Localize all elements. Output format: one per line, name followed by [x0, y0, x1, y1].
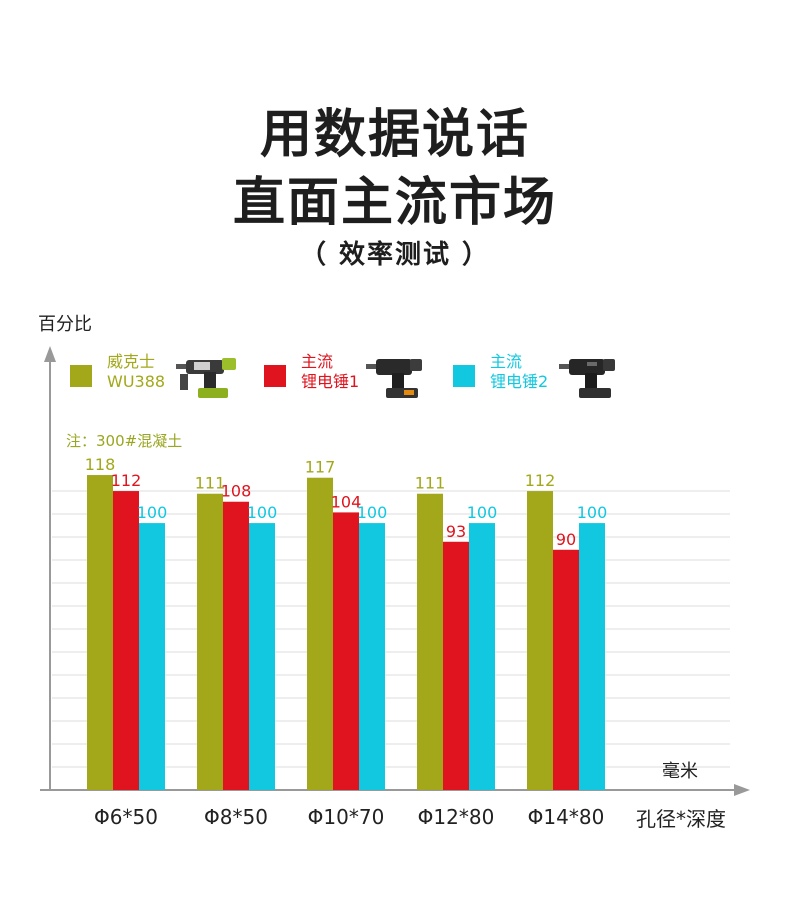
bar	[113, 491, 139, 790]
legend-swatch	[70, 365, 92, 387]
legend-label-line2: WU388	[107, 372, 166, 391]
hammer-drill-black-icon	[559, 359, 615, 398]
test-note: 注：300#混凝土	[66, 432, 183, 450]
data-label: 100	[357, 503, 388, 522]
page-title-line2: 直面主流市场	[232, 173, 557, 233]
data-label: 111	[415, 474, 446, 493]
x-axis-arrow-icon	[734, 784, 750, 796]
legend-swatch	[264, 365, 286, 387]
bar	[579, 523, 605, 790]
bars	[87, 475, 605, 790]
hammer-drill-green-icon	[176, 358, 236, 398]
bar	[553, 549, 579, 790]
data-label: 112	[525, 471, 556, 490]
legend-label: 威克士 WU388	[107, 352, 165, 392]
bar	[223, 501, 249, 790]
bar	[87, 475, 113, 790]
bar	[307, 477, 333, 790]
legend-label-line2: 锂电锤2	[490, 372, 549, 391]
data-label: 100	[137, 503, 168, 522]
data-label: 100	[577, 503, 608, 522]
x-tick-label: Φ8*50	[204, 805, 268, 829]
x-axis-label: 孔径*深度	[636, 807, 726, 831]
data-label: 118	[85, 455, 116, 474]
data-label: 112	[111, 471, 142, 490]
data-label: 90	[556, 530, 576, 549]
x-tick-label: Φ10*70	[308, 805, 385, 829]
legend-label: 主流 锂电锤1	[301, 352, 359, 392]
bar	[527, 491, 553, 790]
hammer-drill-black-icon	[366, 359, 422, 398]
y-axis-arrow-icon	[44, 346, 56, 362]
bar	[197, 493, 223, 790]
unit-label: 毫米	[662, 761, 698, 782]
legend-swatch	[453, 365, 475, 387]
data-labels: 1181121001111081001171041001119310011290…	[85, 455, 608, 549]
legend-label: 主流 锂电锤2	[490, 352, 548, 392]
x-tick-label: Φ6*50	[94, 805, 158, 829]
bar	[139, 523, 165, 790]
bar	[469, 523, 495, 790]
legend-label-line1: 主流	[301, 352, 334, 371]
page-title-line1: 用数据说话	[259, 105, 530, 165]
bar	[443, 541, 469, 790]
legend-label-line1: 主流	[490, 352, 523, 371]
bar	[359, 523, 385, 790]
data-label: 100	[467, 503, 498, 522]
data-label: 117	[305, 458, 336, 477]
x-tick-label: Φ12*80	[418, 805, 495, 829]
data-label: 108	[221, 482, 252, 501]
data-label: 93	[446, 522, 466, 541]
bar	[249, 523, 275, 790]
data-label: 111	[195, 474, 226, 493]
bar	[333, 512, 359, 790]
data-label: 100	[247, 503, 278, 522]
x-tick-labels: Φ6*50 Φ8*50 Φ10*70 Φ12*80 Φ14*80	[94, 805, 604, 829]
y-axis-label: 百分比	[38, 314, 92, 335]
page-subtitle: （ 效率测试 ）	[299, 240, 491, 270]
legend-label-line1: 威克士	[107, 352, 156, 371]
bar	[417, 493, 443, 790]
legend-label-line2: 锂电锤1	[301, 372, 360, 391]
data-label: 104	[331, 492, 362, 511]
x-tick-label: Φ14*80	[528, 805, 605, 829]
